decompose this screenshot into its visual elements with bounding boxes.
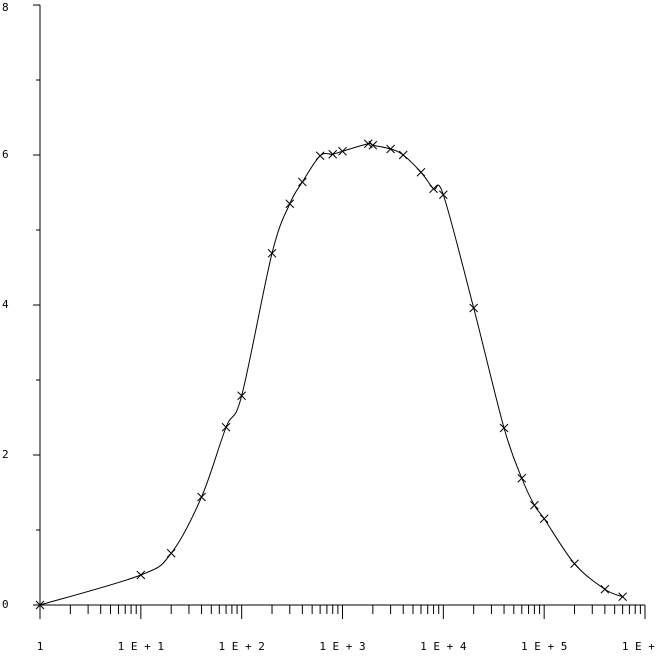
data-marker xyxy=(386,144,395,154)
data-marker xyxy=(197,492,206,502)
data-marker xyxy=(499,423,509,433)
x-tick-label: 1 xyxy=(37,640,44,653)
data-marker xyxy=(416,167,426,177)
data-marker xyxy=(166,548,176,558)
y-tick-label: 8 xyxy=(2,1,9,14)
data-line xyxy=(39,142,623,606)
data-marker xyxy=(298,177,307,187)
x-tick-label: 1 E + 6 xyxy=(622,640,661,653)
data-marker xyxy=(221,422,231,432)
data-marker xyxy=(363,139,373,149)
data-marker xyxy=(328,149,338,159)
data-marker xyxy=(539,514,549,524)
data-marker xyxy=(618,592,627,602)
data-marker xyxy=(267,248,277,258)
y-tick-label: 0 xyxy=(2,598,9,611)
x-tick-label: 1 E + 5 xyxy=(521,640,567,653)
y-tick-label: 2 xyxy=(2,448,9,461)
data-marker xyxy=(315,151,325,161)
x-tick-label: 1 E + 4 xyxy=(420,640,467,653)
data-marker xyxy=(35,600,45,610)
x-tick-label: 1 E + 3 xyxy=(319,640,365,653)
data-marker xyxy=(469,303,479,313)
y-tick-label: 6 xyxy=(2,148,9,161)
data-marker xyxy=(600,584,610,594)
data-marker xyxy=(517,473,527,483)
data-marker xyxy=(338,146,347,156)
y-tick-label: 4 xyxy=(2,298,9,311)
data-marker xyxy=(136,570,146,580)
data-marker xyxy=(368,140,378,150)
data-marker xyxy=(398,150,408,160)
data-marker xyxy=(438,190,448,200)
x-tick-label: 1 E + 2 xyxy=(218,640,264,653)
data-marker xyxy=(285,199,295,209)
data-marker xyxy=(530,500,539,510)
data-marker xyxy=(237,391,247,401)
x-tick-label: 1 E + 1 xyxy=(118,640,164,653)
data-marker xyxy=(429,184,438,194)
data-marker xyxy=(570,559,579,569)
